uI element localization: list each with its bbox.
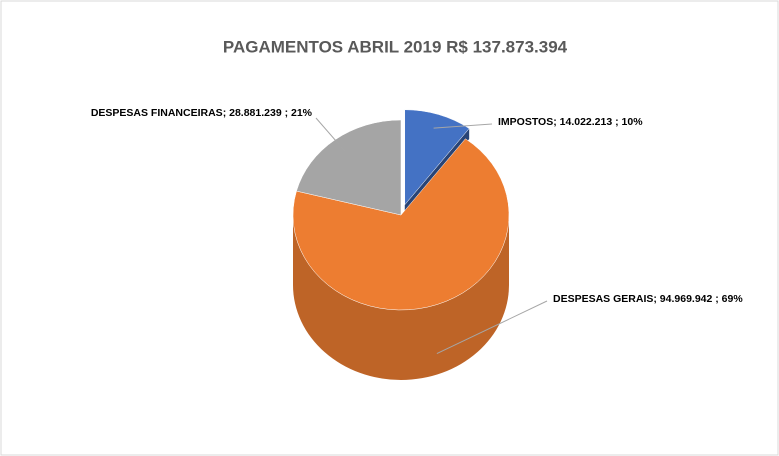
leader-line [433,123,493,129]
pie-slice [292,138,510,311]
leader-line [315,117,346,152]
chart-title: PAGAMENTOS ABRIL 2019 R$ 137.873.394 [223,37,568,56]
data-label-value: ; 14.022.213 ; 10% [553,116,643,128]
data-label: DESPESAS GERAIS; 94.969.942 ; 69% [553,293,743,305]
data-label-value: ; 28.881.239 ; 21% [223,107,313,119]
data-label-value: ; 94.969.942 ; 69% [653,293,743,305]
pie-slice [404,109,470,206]
data-label-category: DESPESAS GERAIS [553,293,653,305]
data-label-category: DESPESAS FINANCEIRAS [91,107,223,119]
leader-line [436,300,548,355]
data-label: IMPOSTOS; 14.022.213 ; 10% [498,116,643,128]
pie-slice-side [293,215,509,380]
data-label-category: IMPOSTOS [498,116,553,128]
data-label: DESPESAS FINANCEIRAS; 28.881.239 ; 21% [91,107,313,119]
